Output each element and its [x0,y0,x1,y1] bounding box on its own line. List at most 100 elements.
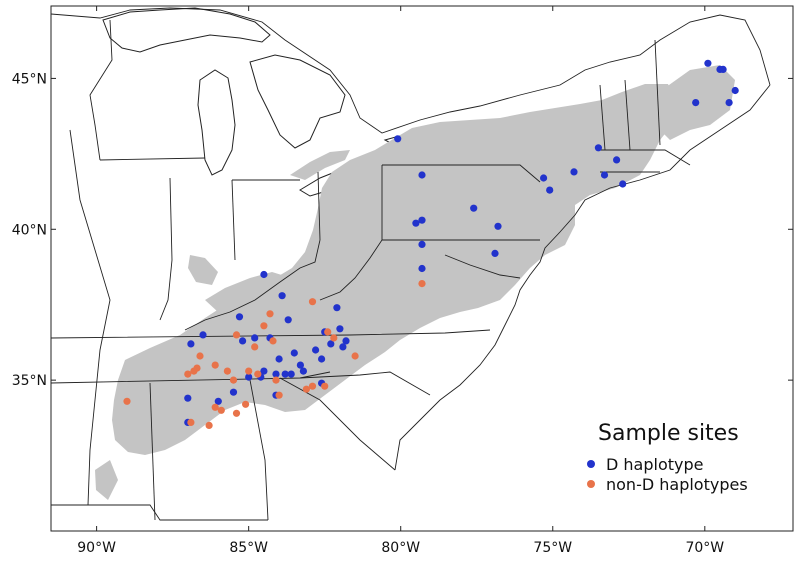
non-d-haplotype-sites [123,280,426,429]
d-haplotype-site [214,397,222,405]
boundary-nh-me [654,39,661,146]
lake-michigan [197,69,236,176]
boundary-va-md [444,254,521,279]
range-alabama-lobe [95,460,118,500]
d-haplotype-site [251,334,259,342]
boundary-in-oh [231,179,236,261]
d-haplotype-site [284,316,292,324]
range-kentucky-lobe [188,255,218,285]
boundary-il-in [159,177,173,321]
coastline-east [394,84,771,471]
d-haplotype-site [287,370,295,378]
d-haplotype-site [239,337,247,345]
boundary-al-ga [249,379,269,521]
d-haplotype-site [333,304,341,312]
d-haplotype-site [296,361,304,369]
d-haplotype-site [613,156,621,164]
d-haplotype-site [418,264,426,273]
y-tick-label: 45°N [12,71,47,87]
d-haplotype-site [470,204,478,212]
non-d-haplotype-site [351,352,359,360]
x-tick-label: 90°W [77,540,116,556]
map-frame [50,5,794,532]
non-d-haplotype-site [266,310,274,318]
d-haplotype-site [412,219,420,227]
x-tick-label: 70°W [685,540,724,556]
legend-marker-d [587,460,595,468]
boundary-mississippi [69,129,111,506]
d-haplotype-site [546,186,554,194]
boundary-wv-va [319,239,383,301]
d-haplotype-site [281,370,289,378]
d-haplotype-site [494,222,502,230]
legend-title: Sample sites [598,421,739,446]
d-haplotype-site [278,292,286,300]
d-haplotype-site [235,313,244,321]
d-haplotype-site [275,355,283,363]
legend-label-non-d: non-D haplotypes [606,475,748,494]
d-haplotype-site [318,355,326,363]
boundary-oh-pa [317,171,321,241]
non-d-haplotype-site [205,421,213,429]
non-d-haplotype-site [324,328,332,336]
boundary-wi-il [99,157,206,161]
d-haplotype-site [418,240,426,248]
lake-huron [249,54,346,149]
d-haplotype-site [327,340,335,348]
d-haplotype-site [394,135,402,143]
non-d-haplotype-site [184,370,192,378]
d-haplotype-site [540,174,548,182]
non-d-haplotype-site [308,298,317,306]
non-d-haplotype-site [418,280,426,288]
d-haplotype-site [619,180,627,188]
non-d-haplotype-site [190,367,198,375]
non-d-haplotype-site [187,418,195,426]
non-d-haplotype-site [223,367,231,375]
d-haplotype-site [731,86,739,95]
non-d-haplotype-site [232,331,241,339]
d-haplotype-site [418,216,426,224]
d-haplotype-site [570,168,578,176]
d-haplotype-site [260,270,268,279]
d-haplotype-site [725,99,733,107]
d-haplotype-site [342,337,350,345]
d-haplotype-site [260,367,268,375]
non-d-haplotype-site [245,367,253,375]
non-d-haplotype-site [269,337,277,345]
d-haplotype-site [184,394,192,402]
d-haplotype-site [600,171,609,179]
d-haplotype-sites [184,59,739,426]
y-tick-label: 40°N [12,222,47,238]
boundary-gulf-south [51,504,268,521]
d-haplotype-site [199,331,207,339]
non-d-haplotype-site [123,397,131,405]
x-tick-label: 85°W [229,540,268,556]
boundary-ma-south [600,149,691,166]
non-d-haplotype-site [229,376,238,384]
legend-marker-non-d [587,480,595,488]
range-ohio-valley [205,272,285,312]
d-haplotype-site [719,65,727,73]
non-d-haplotype-site [260,322,268,330]
legend: Sample sites D haplotype non-D haplotype… [587,421,748,494]
legend-label-d: D haplotype [606,455,703,474]
d-haplotype-site [229,388,238,396]
non-d-haplotype-site [275,391,283,399]
non-d-haplotype-site [217,406,225,414]
boundary-nc-sc [299,371,431,396]
d-haplotype-site [704,59,712,67]
d-haplotype-site [418,171,426,179]
x-tick-label: 80°W [381,540,420,556]
non-d-haplotype-site [321,382,329,390]
boundary-vt-nh [624,79,631,151]
d-haplotype-site [272,370,280,378]
non-d-haplotype-site [251,343,259,351]
non-d-haplotype-site [211,403,219,411]
non-d-haplotype-site [302,385,310,393]
boundary-ohio-river [184,239,321,331]
d-haplotype-site [187,340,195,348]
d-haplotype-site [290,349,298,357]
boundary-mn-wi [89,19,113,161]
y-tick-label: 35°N [12,373,47,389]
